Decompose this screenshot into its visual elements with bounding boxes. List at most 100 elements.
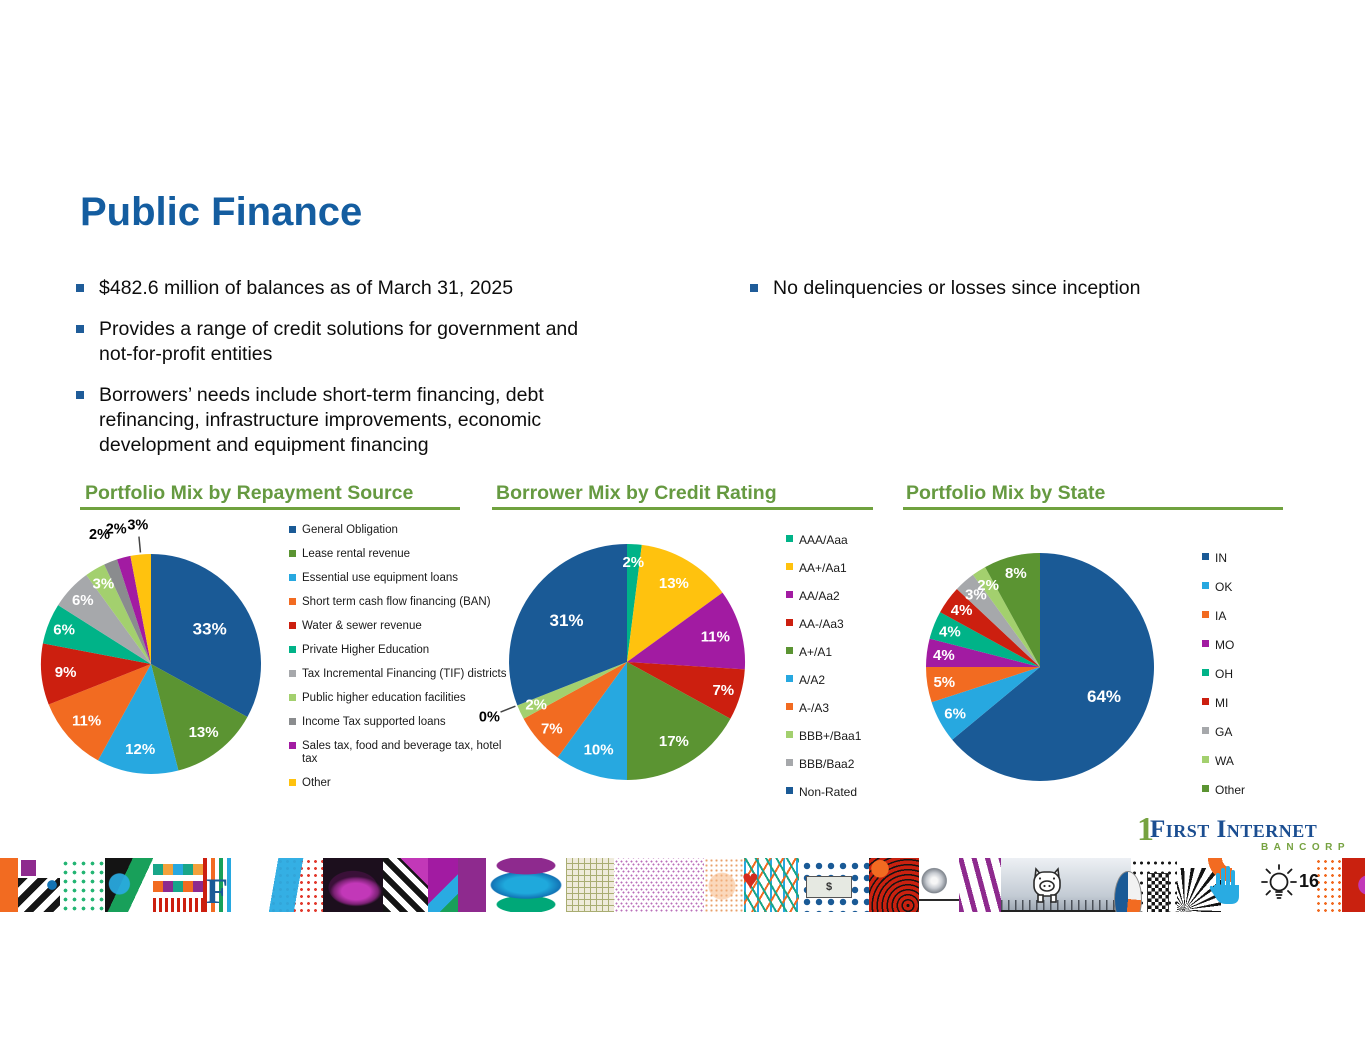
legend-label: Water & sewer revenue <box>302 620 422 632</box>
pie-slice <box>952 553 1155 781</box>
first-internet-bancorp-logo: 1 First Internet BANCORP <box>1137 811 1350 853</box>
bullet-marker <box>750 284 758 292</box>
strip-tile <box>60 858 105 912</box>
legend-label: Public higher education facilities <box>302 692 466 704</box>
pie-slice <box>86 564 151 664</box>
bullet-marker <box>76 391 84 399</box>
legend-swatch <box>289 550 296 557</box>
legend-item: AA-/Aa3 <box>786 617 906 631</box>
legend-swatch <box>786 619 793 626</box>
pie-slice <box>940 589 1040 667</box>
pie-slice-label: 33% <box>193 619 227 638</box>
pie-slice-label: 3% <box>965 586 987 603</box>
legend-label: Sales tax, food and beverage tax, hotel … <box>302 740 502 765</box>
pie-slice-label: 3% <box>127 518 148 534</box>
legend-item: AAA/Aaa <box>786 533 906 547</box>
legend-label: BBB/Baa2 <box>799 757 855 771</box>
pie-slice-label: 12% <box>125 741 155 758</box>
legend-swatch <box>1202 611 1209 618</box>
pie-slice-label: 13% <box>659 575 689 592</box>
legend-label: AA/Aa2 <box>799 589 840 603</box>
legend-label: WA <box>1215 754 1234 768</box>
pie-slice <box>509 544 627 706</box>
strip-tile <box>18 858 60 912</box>
bullet-text: Borrowers’ needs include short-term fina… <box>99 384 544 456</box>
legend-item: OH <box>1202 667 1322 681</box>
pie-slice-label: 3% <box>93 576 115 593</box>
legend-swatch <box>1202 756 1209 763</box>
label-leader-line <box>500 705 516 713</box>
pie-slice <box>98 664 179 774</box>
legend-item: BBB/Baa2 <box>786 757 906 771</box>
legend-swatch <box>786 731 793 738</box>
pie-slice-label: 2% <box>106 521 127 537</box>
pie-slice-label: 17% <box>659 733 689 750</box>
legend-swatch <box>289 779 296 786</box>
strip-tile <box>263 858 323 912</box>
legend-item: Income Tax supported loans <box>289 716 519 729</box>
legend-item: IA <box>1202 609 1322 623</box>
strip-tile-bars <box>203 858 263 912</box>
legend-swatch <box>289 718 296 725</box>
pie-slice <box>130 553 151 664</box>
pie-slice <box>151 664 248 771</box>
legend-swatch <box>1202 785 1209 792</box>
heart-icon: ♥ <box>742 864 759 895</box>
legend-label: A/A2 <box>799 673 826 687</box>
legend-item: Essential use equipment loans <box>289 572 519 585</box>
pie-slice <box>117 555 151 664</box>
hand-icon <box>1209 866 1239 904</box>
pie-slice <box>58 575 151 664</box>
legend-item: A/A2 <box>786 673 906 687</box>
pie-slice <box>40 643 152 705</box>
pie-state: 64%6%5%4%4%4%3%2%8% <box>926 553 1155 781</box>
legend-label: BBB+/Baa1 <box>799 729 862 743</box>
bullet-text: Provides a range of credit solutions for… <box>99 318 579 365</box>
lightbulb-icon <box>1261 864 1297 899</box>
legend-item: Tax Incremental Financing (TIF) district… <box>289 668 519 681</box>
legend-label: Other <box>302 777 331 789</box>
chart-title-underline <box>80 507 460 510</box>
legend-label: GA <box>1215 725 1233 739</box>
legend-swatch <box>289 694 296 701</box>
pie-credit-rating: 2% 13% 11% 7% 17% 10% 7% 2% 0% 31% <box>479 543 746 780</box>
pie-slice <box>926 667 1040 703</box>
pie-slice <box>931 667 1040 740</box>
pie-slice-label: 11% <box>701 628 730 645</box>
pie-slice <box>956 574 1040 667</box>
legend-item: WA <box>1202 754 1322 768</box>
legend-item: BBB+/Baa1 <box>786 729 906 743</box>
bullet-text: $482.6 million of balances as of March 3… <box>99 277 514 299</box>
legend-swatch <box>1202 640 1209 647</box>
page-number: 16 <box>1299 871 1320 891</box>
pie-slice-label: 5% <box>933 674 955 691</box>
chart-title-credit-rating: Borrower Mix by Credit Rating <box>496 482 777 504</box>
legend-label: OK <box>1215 580 1233 594</box>
pie-slice-label: 6% <box>72 592 94 609</box>
pie-slice <box>985 553 1040 667</box>
legend-label: MO <box>1215 638 1235 652</box>
strip-tile <box>428 858 458 912</box>
pie-slice-label: 8% <box>1005 565 1027 582</box>
pie-slice-label: 31% <box>549 611 583 630</box>
legend-item: Water & sewer revenue <box>289 620 519 633</box>
pie-slice <box>973 567 1040 667</box>
legend-swatch <box>289 622 296 629</box>
legend-label: Lease rental revenue <box>302 548 411 560</box>
legend-swatch <box>786 647 793 654</box>
legend-label: AAA/Aaa <box>799 533 848 547</box>
legend-label: IN <box>1215 551 1227 565</box>
pie-chart-icon <box>1114 871 1142 912</box>
pie-slice-label: 9% <box>55 664 77 681</box>
label-leader-line <box>138 536 142 553</box>
legend-credit-rating: AAA/Aaa AA+/Aa1 AA/Aa2 AA-/Aa3 A+/A1 A/A2 A-/A… <box>786 533 906 813</box>
pie-slice-label: 7% <box>541 720 563 737</box>
legend-item: A-/A3 <box>786 701 906 715</box>
legend-item: MI <box>1202 696 1322 710</box>
legend-label: Tax Incremental Financing (TIF) district… <box>302 668 507 680</box>
pie-slice-label: 6% <box>944 706 966 723</box>
legend-label: General Obligation <box>302 524 398 536</box>
legend-item: General Obligation <box>289 524 519 537</box>
legend-label: Non-Rated <box>799 785 858 799</box>
pie-slice-label: 11% <box>72 713 101 730</box>
